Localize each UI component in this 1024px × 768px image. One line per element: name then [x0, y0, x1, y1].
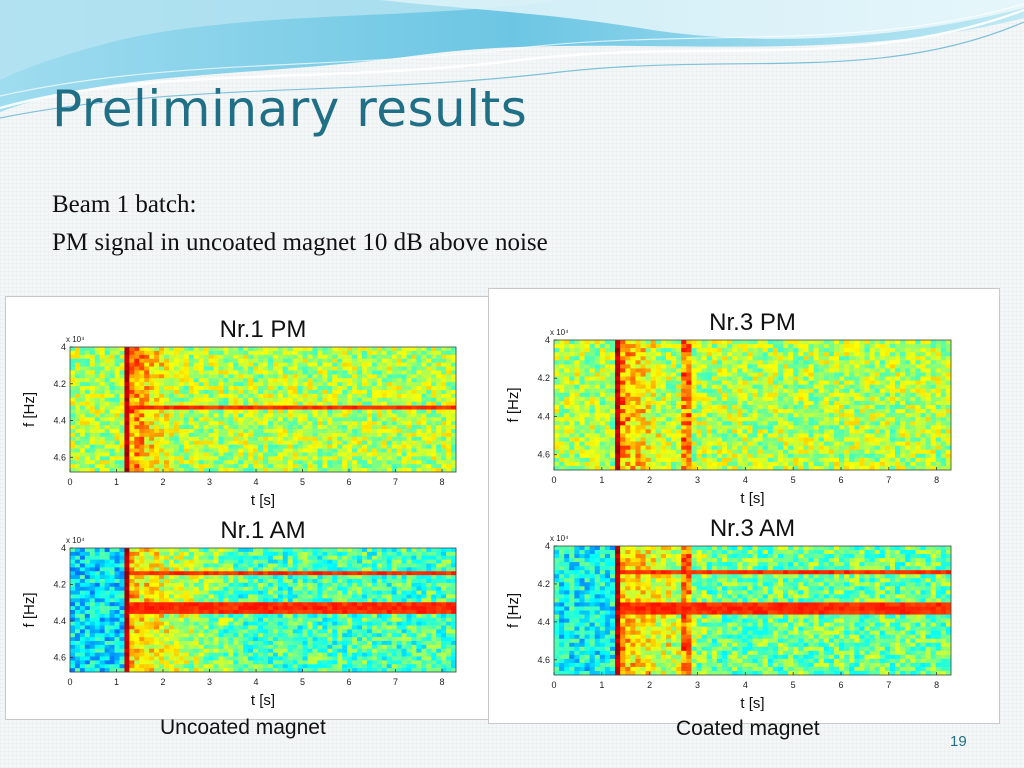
x-tick-label: 5	[300, 477, 305, 487]
x-tick-label: 3	[695, 475, 700, 485]
chart-title: Nr.3 AM	[710, 515, 795, 542]
x-tick-label: 8	[934, 680, 939, 690]
body-line-signal: PM signal in uncoated magnet 10 dB above…	[52, 229, 548, 256]
x-tick-label: 7	[393, 677, 398, 687]
chart-1: Nr.1 AM 0 1 2 3 4 5 6 7 8 4 4.2 4.4 4.6 x 10⁴ t [s] f [H…	[21, 517, 457, 709]
x-tick-label: 1	[114, 477, 119, 487]
x-axis-label: t [s]	[251, 492, 275, 509]
y-tick-label: 4	[545, 335, 550, 345]
caption-coated: Coated magnet	[676, 717, 820, 740]
slide-title: Preliminary results	[52, 80, 528, 138]
y-tick-label: 4.6	[53, 652, 66, 662]
x-tick-label: 2	[647, 475, 652, 485]
y-axis-exponent: x 10⁴	[550, 328, 569, 337]
x-tick-label: 5	[791, 475, 796, 485]
x-axis-label: t [s]	[740, 490, 764, 507]
y-tick-label: 4	[545, 541, 550, 551]
body-line-beam: Beam 1 batch:	[52, 191, 197, 218]
x-tick-label: 8	[440, 677, 445, 687]
x-tick-label: 8	[440, 477, 445, 487]
y-tick-label: 4.2	[537, 373, 550, 383]
x-tick-label: 7	[393, 477, 398, 487]
chart-title: Nr.1 PM	[220, 316, 307, 343]
y-tick-label: 4	[61, 342, 66, 352]
chart-title: Nr.3 PM	[709, 309, 796, 336]
x-tick-label: 6	[347, 477, 352, 487]
coated-spectrogram-figure: Nr.3 PM 0 1 2 3 4 5 6 7 8 4 4.2 4.4 4.6 x 10⁴ t [s] f [H…	[505, 309, 952, 712]
heatmap-cells	[554, 546, 952, 676]
y-tick-label: 4.4	[537, 411, 550, 421]
x-tick-label: 6	[838, 680, 843, 690]
uncoated-figure-panel: Nr.1 PM 0 1 2 3 4 5 6 7 8 4 4.2 4.4 4.6 x 10⁴ t [s] f [H…	[5, 296, 491, 720]
chart-title: Nr.1 AM	[220, 517, 305, 544]
x-tick-label: 1	[599, 680, 604, 690]
x-tick-label: 6	[838, 475, 843, 485]
x-tick-label: 3	[207, 477, 212, 487]
x-tick-label: 0	[67, 477, 72, 487]
heatmap-cells	[70, 347, 457, 473]
x-tick-label: 0	[551, 475, 556, 485]
plot-frame	[69, 346, 457, 473]
chart-2: Nr.3 PM 0 1 2 3 4 5 6 7 8 4 4.2 4.4 4.6 x 10⁴ t [s] f [H…	[505, 309, 952, 507]
y-axis-label: f [Hz]	[505, 387, 522, 422]
y-tick-label: 4.4	[53, 616, 66, 626]
y-tick-label: 4	[61, 543, 66, 553]
x-tick-label: 2	[161, 477, 166, 487]
plot-frame	[553, 339, 952, 471]
header-wave-decoration	[0, 0, 1024, 119]
y-tick-label: 4.2	[537, 579, 550, 589]
x-axis-label: t [s]	[251, 692, 275, 709]
y-axis-exponent: x 10⁴	[550, 534, 569, 543]
x-tick-label: 3	[207, 677, 212, 687]
y-tick-label: 4.4	[537, 617, 550, 627]
x-tick-label: 0	[67, 677, 72, 687]
x-tick-label: 1	[599, 475, 604, 485]
chart-3: Nr.3 AM 0 1 2 3 4 5 6 7 8 4 4.2 4.4 4.6 x 10⁴ t [s] f [H…	[505, 515, 952, 712]
y-tick-label: 4.6	[537, 450, 550, 460]
x-tick-label: 4	[254, 677, 259, 687]
y-axis-label: f [Hz]	[21, 392, 38, 427]
y-tick-label: 4.6	[537, 655, 550, 665]
chart-0: Nr.1 PM 0 1 2 3 4 5 6 7 8 4 4.2 4.4 4.6 x 10⁴ t [s] f [H…	[21, 316, 457, 509]
x-tick-label: 3	[695, 680, 700, 690]
y-axis-exponent: x 10⁴	[66, 335, 85, 344]
y-tick-label: 4.2	[53, 579, 66, 589]
y-tick-label: 4.4	[53, 416, 66, 426]
heatmap-cells	[554, 340, 952, 471]
x-tick-label: 0	[551, 680, 556, 690]
x-tick-label: 7	[886, 680, 891, 690]
x-tick-label: 1	[114, 677, 119, 687]
y-axis-label: f [Hz]	[505, 593, 522, 628]
coated-figure-panel: Nr.3 PM 0 1 2 3 4 5 6 7 8 4 4.2 4.4 4.6 x 10⁴ t [s] f [H…	[488, 288, 1000, 724]
uncoated-spectrogram-figure: Nr.1 PM 0 1 2 3 4 5 6 7 8 4 4.2 4.4 4.6 x 10⁴ t [s] f [H…	[21, 316, 457, 709]
x-tick-label: 5	[300, 677, 305, 687]
x-tick-label: 4	[743, 475, 748, 485]
slide-body: Beam 1 batch: PM signal in uncoated magn…	[52, 186, 548, 262]
x-tick-label: 6	[347, 677, 352, 687]
heatmap-cells	[70, 548, 457, 673]
x-tick-label: 7	[886, 475, 891, 485]
x-tick-label: 4	[743, 680, 748, 690]
plot-frame	[69, 547, 457, 673]
x-tick-label: 8	[934, 475, 939, 485]
x-tick-label: 5	[791, 680, 796, 690]
y-tick-label: 4.6	[53, 452, 66, 462]
plot-frame	[553, 545, 952, 676]
x-tick-label: 2	[647, 680, 652, 690]
y-axis-label: f [Hz]	[21, 592, 38, 627]
slide-number: 19	[950, 733, 967, 750]
x-tick-label: 2	[161, 677, 166, 687]
y-axis-exponent: x 10⁴	[66, 536, 85, 545]
x-tick-label: 4	[254, 477, 259, 487]
x-axis-label: t [s]	[740, 695, 764, 712]
y-tick-label: 4.2	[53, 379, 66, 389]
caption-uncoated: Uncoated magnet	[160, 716, 326, 739]
